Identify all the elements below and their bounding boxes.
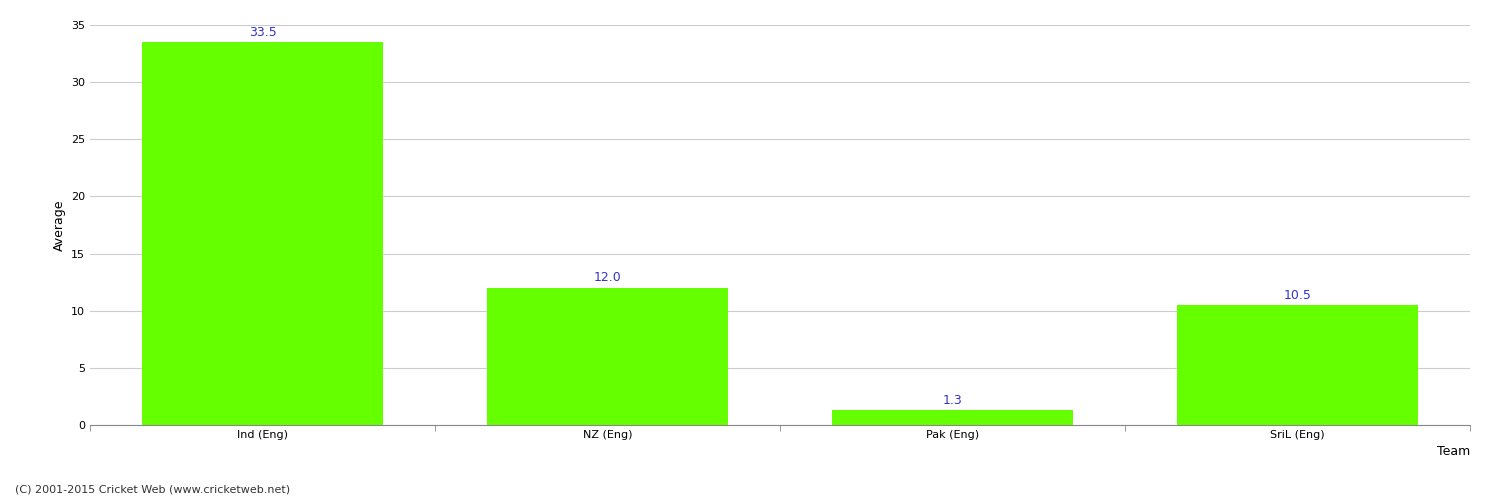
Bar xyxy=(1176,305,1419,425)
Text: 33.5: 33.5 xyxy=(249,26,276,38)
Text: 1.3: 1.3 xyxy=(942,394,963,406)
X-axis label: Team: Team xyxy=(1437,446,1470,458)
Text: (C) 2001-2015 Cricket Web (www.cricketweb.net): (C) 2001-2015 Cricket Web (www.cricketwe… xyxy=(15,485,290,495)
Y-axis label: Average: Average xyxy=(53,199,66,251)
Text: 12.0: 12.0 xyxy=(594,272,621,284)
Bar xyxy=(486,288,729,425)
Bar xyxy=(831,410,1074,425)
Bar xyxy=(141,42,384,425)
Text: 10.5: 10.5 xyxy=(1284,288,1311,302)
